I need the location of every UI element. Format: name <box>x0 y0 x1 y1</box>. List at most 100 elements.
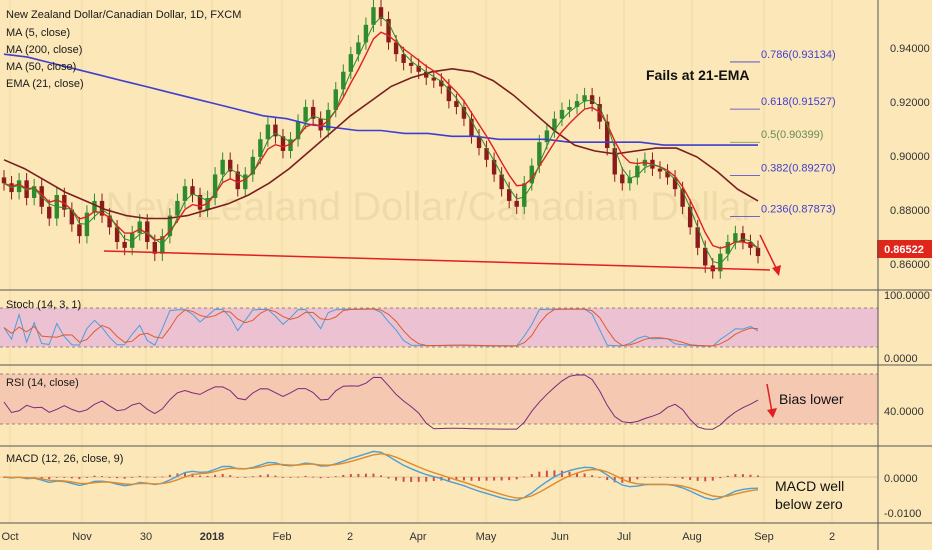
candle-body <box>92 200 97 213</box>
candle-body <box>114 227 120 242</box>
fib-label: 0.618(0.91527) <box>761 96 836 108</box>
candle-body <box>363 24 369 43</box>
x-tick-label: Feb <box>273 531 292 543</box>
macd-hist-bar <box>576 472 579 477</box>
candle-body <box>137 221 142 234</box>
stoch-band <box>0 308 878 347</box>
macd-hist-bar <box>606 477 609 481</box>
candle-body <box>280 136 286 151</box>
macd-hist-bar <box>176 473 179 477</box>
macd-hist-bar <box>470 477 473 481</box>
macd-hist-bar <box>741 474 744 477</box>
candle-body <box>574 101 580 107</box>
macd-hist-bar <box>380 475 382 477</box>
macd-hist-bar <box>666 477 669 478</box>
annotation-bias-lower: Bias lower <box>779 391 844 407</box>
macd-hist-bar <box>153 477 156 478</box>
candle-body <box>635 165 640 178</box>
macd-hist-bar <box>402 477 405 482</box>
macd-hist-bar <box>244 477 247 478</box>
price-y-axis: 0.94000 0.92000 0.90000 0.88000 0.86000 … <box>877 43 932 271</box>
candle-body <box>439 80 444 87</box>
candle-body <box>107 215 112 228</box>
macd-hist-bar <box>485 477 488 481</box>
ma5-line <box>3 16 759 265</box>
watermark: New Zealand Dollar/Canadian Dollar <box>105 185 754 229</box>
ma200-line <box>3 53 758 146</box>
macd-hist-bar <box>304 475 307 477</box>
macd-hist-bar <box>364 473 367 477</box>
candle-body <box>484 148 489 160</box>
macd-hist-bar <box>349 474 352 477</box>
fib-label: 0.5(0.90399) <box>761 129 823 141</box>
macd-hist-bar <box>138 475 141 477</box>
candle-body <box>175 200 180 216</box>
macd-hist-bar <box>455 477 458 481</box>
macd-hist-bar <box>70 477 73 479</box>
macd-y-0: 0.0000 <box>884 473 918 485</box>
x-tick-label: Sep <box>754 531 774 543</box>
candle-body <box>250 156 256 175</box>
x-tick-label: Oct <box>1 531 18 543</box>
stoch-k-line <box>3 308 759 347</box>
legend-ma50: MA (50, close) <box>6 61 76 73</box>
candle-body <box>401 54 406 63</box>
macd-hist-bar <box>704 477 707 482</box>
y-tick-0.92: 0.92000 <box>890 97 930 109</box>
macd-y-neg: -0.0100 <box>884 508 921 520</box>
candle-body <box>537 142 542 166</box>
candle-body <box>672 177 678 190</box>
macd-hist-bar <box>757 475 759 477</box>
macd-hist-bar <box>146 476 149 478</box>
macd-hist-bar <box>214 474 217 477</box>
macd-hist-bar <box>628 477 631 482</box>
candle-body <box>265 124 271 140</box>
stoch-y-0: 0.0000 <box>884 353 918 365</box>
macd-hist-bar <box>395 477 398 481</box>
candle-body <box>680 189 685 207</box>
candle-body <box>612 148 617 175</box>
candle-body <box>491 159 497 175</box>
macd-pane: MACD (12, 26, close, 9) 0.0000 -0.0100 M… <box>0 450 921 520</box>
last-price-label: 0.86522 <box>884 244 924 256</box>
candle-body <box>16 180 22 193</box>
candle-body <box>228 159 233 172</box>
macd-hist-bar <box>183 472 186 477</box>
macd-hist-bar <box>447 477 450 481</box>
candle-body <box>559 109 565 119</box>
chart-title: New Zealand Dollar/Canadian Dollar, 1D, … <box>6 9 241 21</box>
macd-hist-bar <box>598 477 601 478</box>
candle-body <box>243 174 248 190</box>
candle-body <box>665 171 670 178</box>
macd-hist-bar <box>199 475 202 477</box>
macd-hist-bar <box>749 474 752 477</box>
macd-hist-bar <box>734 474 737 477</box>
macd-hist-bar <box>583 473 586 477</box>
macd-hist-bar <box>131 477 134 478</box>
macd-hist-bar <box>236 477 239 478</box>
candle-body <box>416 65 421 72</box>
macd-hist-bar <box>206 475 209 477</box>
macd-hist-bar <box>319 477 322 479</box>
candle-body <box>333 89 338 110</box>
macd-hist-bar <box>229 475 232 477</box>
candle-body <box>567 106 572 110</box>
macd-hist-bar <box>651 477 654 478</box>
candle-body <box>431 77 436 81</box>
macd-hist-bar <box>312 476 315 478</box>
candle-body <box>393 42 399 55</box>
macd-hist-bar <box>674 477 677 478</box>
candle-body <box>122 241 127 248</box>
ema21-line <box>3 31 759 249</box>
macd-hist-bar <box>289 477 292 478</box>
candle-body <box>318 118 323 131</box>
macd-hist-bar <box>523 476 526 478</box>
candle-body <box>378 7 384 19</box>
candle-body <box>748 241 753 248</box>
macd-hist-bar <box>274 475 277 477</box>
candle-body <box>703 247 708 266</box>
macd-hist-bar <box>372 473 375 477</box>
candle-body <box>152 241 157 254</box>
candle-body <box>167 215 173 237</box>
